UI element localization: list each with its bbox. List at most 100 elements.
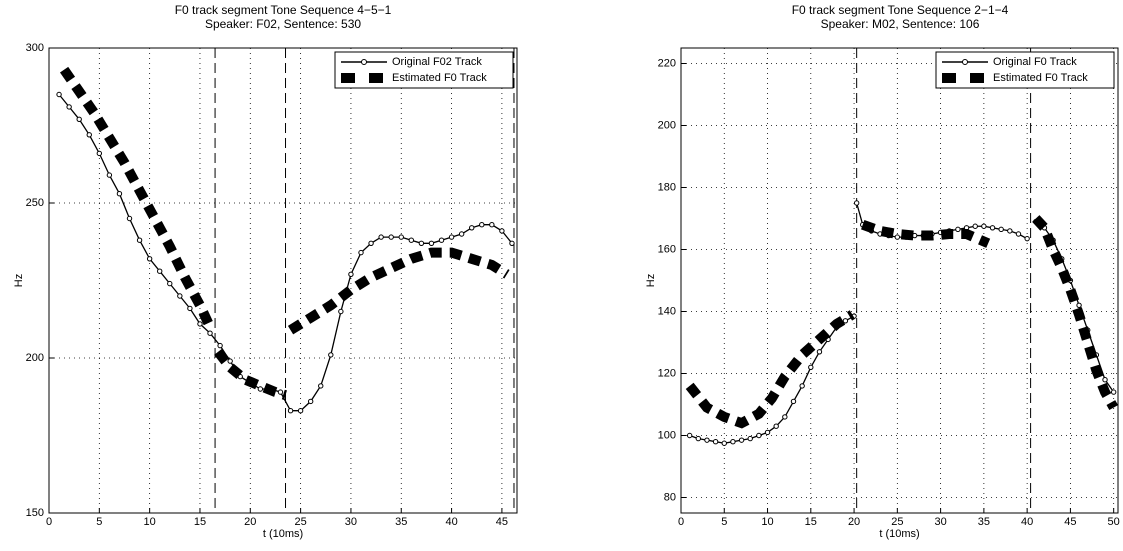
point bbox=[106, 172, 113, 178]
point bbox=[157, 268, 163, 274]
estimated-line bbox=[685, 215, 1119, 429]
x-tick-label: 35 bbox=[978, 516, 990, 528]
point bbox=[989, 225, 996, 231]
point bbox=[842, 318, 849, 324]
point bbox=[187, 305, 193, 312]
y-tick-label: 220 bbox=[658, 57, 676, 69]
point bbox=[76, 116, 82, 123]
y-tick-label: 80 bbox=[664, 491, 676, 503]
point bbox=[448, 234, 455, 240]
point bbox=[86, 132, 92, 138]
chart-title: Speaker: F02, Sentence: 530 bbox=[205, 17, 361, 31]
plot-area bbox=[681, 48, 1118, 513]
x-tick-label: 20 bbox=[848, 516, 860, 528]
x-axis-label: t (10ms) bbox=[879, 528, 919, 540]
legend-marker bbox=[361, 59, 367, 65]
x-tick-label: 10 bbox=[761, 516, 773, 528]
point bbox=[378, 234, 384, 240]
plot: F0 track segment Tone Sequence 4−5−1Spea… bbox=[13, 3, 518, 540]
estimated-line bbox=[59, 66, 510, 400]
point bbox=[136, 237, 143, 243]
point bbox=[428, 240, 435, 247]
point bbox=[981, 223, 987, 229]
y-tick-label: 140 bbox=[658, 305, 676, 317]
point bbox=[816, 349, 823, 355]
point bbox=[853, 200, 860, 206]
point bbox=[277, 389, 284, 395]
chart-title: Speaker: M02, Sentence: 106 bbox=[821, 17, 980, 31]
point bbox=[686, 432, 693, 439]
legend-label: Estimated F0 Track bbox=[993, 72, 1088, 84]
point bbox=[998, 226, 1004, 233]
legend-label: Original F02 Track bbox=[392, 56, 482, 68]
axes-frame bbox=[48, 47, 518, 514]
y-tick-label: 180 bbox=[658, 181, 676, 193]
point bbox=[318, 383, 324, 389]
x-tick-label: 45 bbox=[496, 516, 508, 528]
y-tick-label: 200 bbox=[26, 352, 44, 364]
point bbox=[287, 408, 294, 414]
point bbox=[197, 321, 203, 327]
point bbox=[764, 429, 771, 436]
point bbox=[1024, 235, 1030, 242]
y-tick-label: 120 bbox=[658, 367, 676, 379]
point bbox=[398, 234, 404, 240]
x-tick-label: 25 bbox=[891, 516, 903, 528]
point bbox=[177, 293, 183, 299]
x-tick-label: 20 bbox=[244, 516, 256, 528]
point bbox=[894, 234, 901, 240]
x-tick-label: 40 bbox=[445, 516, 457, 528]
point bbox=[1110, 389, 1117, 395]
point bbox=[1007, 228, 1013, 234]
point bbox=[695, 435, 702, 442]
x-tick-label: 40 bbox=[1021, 516, 1033, 528]
point bbox=[799, 383, 805, 389]
plot-area bbox=[49, 48, 517, 513]
point bbox=[96, 150, 103, 157]
x-tick-label: 30 bbox=[934, 516, 946, 528]
chart-title: F0 track segment Tone Sequence 4−5−1 bbox=[175, 3, 392, 17]
y-tick-label: 100 bbox=[658, 429, 676, 441]
x-tick-label: 15 bbox=[805, 516, 817, 528]
point bbox=[66, 104, 72, 110]
point bbox=[721, 440, 727, 446]
point bbox=[955, 226, 961, 233]
point bbox=[146, 256, 153, 262]
x-tick-label: 0 bbox=[678, 516, 684, 528]
point bbox=[307, 398, 314, 405]
point bbox=[730, 439, 736, 445]
y-axis-label: Hz bbox=[645, 274, 657, 287]
x-tick-label: 35 bbox=[395, 516, 407, 528]
x-axis-label: t (10ms) bbox=[263, 528, 303, 540]
legend-label: Estimated F0 Track bbox=[392, 72, 487, 84]
point bbox=[257, 386, 264, 392]
point bbox=[358, 249, 364, 256]
x-tick-label: 50 bbox=[1108, 516, 1120, 528]
point bbox=[418, 240, 425, 247]
legend-marker bbox=[962, 59, 968, 65]
point bbox=[116, 191, 123, 197]
chart-title: F0 track segment Tone Sequence 2−1−4 bbox=[792, 3, 1009, 17]
point bbox=[808, 364, 814, 370]
original-line bbox=[58, 94, 513, 412]
y-tick-label: 250 bbox=[26, 197, 44, 209]
x-tick-label: 5 bbox=[721, 516, 727, 528]
point bbox=[458, 231, 465, 237]
y-tick-label: 300 bbox=[26, 42, 44, 54]
plot: F0 track segment Tone Sequence 2−1−4Spea… bbox=[645, 3, 1120, 540]
point bbox=[368, 240, 374, 247]
point bbox=[756, 432, 762, 439]
point bbox=[207, 330, 213, 336]
point bbox=[217, 342, 223, 349]
y-tick-label: 160 bbox=[658, 243, 676, 255]
point bbox=[489, 222, 495, 228]
point bbox=[782, 414, 788, 420]
point bbox=[167, 280, 173, 287]
point bbox=[704, 437, 710, 443]
point bbox=[388, 234, 394, 240]
point bbox=[338, 308, 344, 315]
axes-frame bbox=[680, 47, 1119, 514]
point bbox=[747, 435, 753, 442]
